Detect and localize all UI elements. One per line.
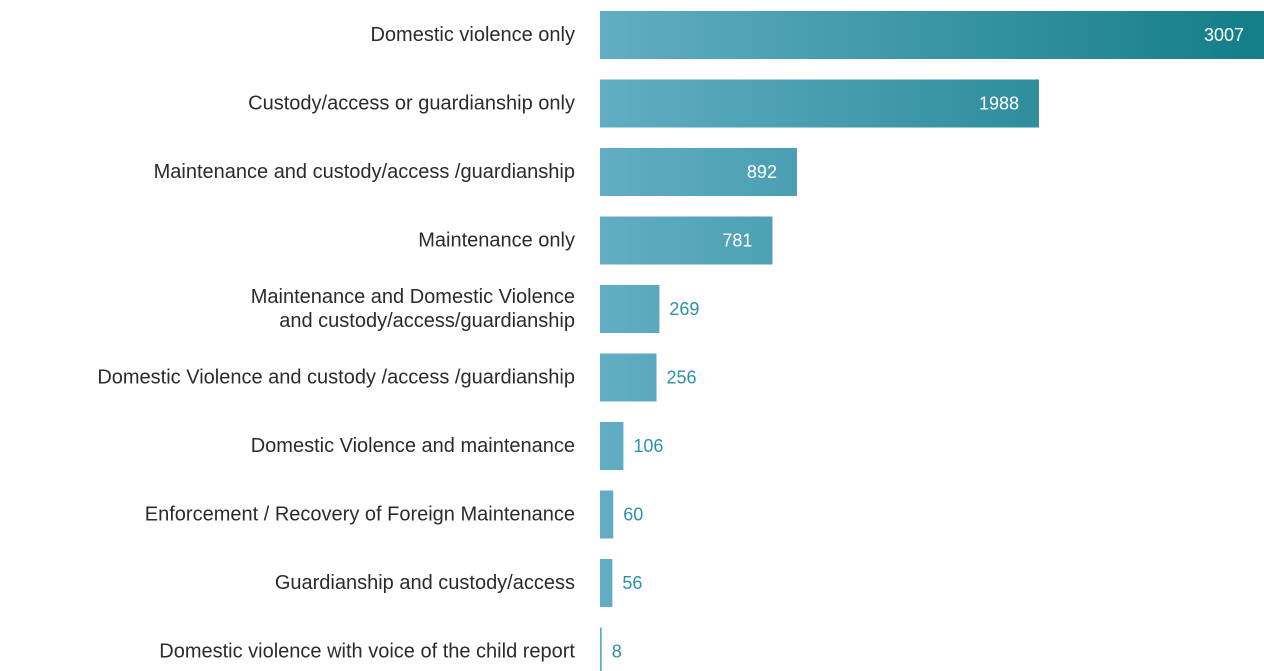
category-label: Enforcement / Recovery of Foreign Mainte… xyxy=(145,504,575,526)
category-label: Maintenance and Domestic Violence and cus… xyxy=(251,286,575,332)
bar-value-label: 781 xyxy=(722,231,752,251)
category-label-line: Custody/access or guardianship only xyxy=(248,93,575,115)
category-label: Domestic violence with voice of the chil… xyxy=(159,641,575,663)
bar xyxy=(600,422,624,470)
bar-value-label: 892 xyxy=(747,162,777,182)
category-label-line: Guardianship and custody/access xyxy=(275,572,575,594)
bar xyxy=(600,353,657,402)
category-label-line: Domestic violence with voice of the chil… xyxy=(159,641,575,663)
bar-value-label: 56 xyxy=(622,573,642,593)
bar-value-label: 3007 xyxy=(1204,25,1244,45)
category-label-line: Enforcement / Recovery of Foreign Mainte… xyxy=(145,504,575,526)
bar-value-label: 256 xyxy=(667,368,697,388)
bar xyxy=(600,216,773,265)
bar-value-label: 60 xyxy=(623,505,643,525)
bar xyxy=(600,148,797,196)
category-label: Domestic violence only xyxy=(370,24,575,46)
category-label-line: and custody/access/guardianship xyxy=(279,310,575,332)
bar xyxy=(600,11,1264,59)
category-label-line: Domestic violence only xyxy=(370,24,575,46)
bar xyxy=(600,627,602,671)
category-label-line: Domestic Violence and custody /access /g… xyxy=(97,367,575,389)
category-label: Guardianship and custody/access xyxy=(275,572,575,594)
bars xyxy=(600,11,1264,671)
category-label-line: Domestic Violence and maintenance xyxy=(251,435,575,457)
category-label-line: Maintenance only xyxy=(418,230,575,252)
bar-value-label: 106 xyxy=(633,436,663,456)
category-labels: Domestic violence only Custody/access or … xyxy=(97,24,575,663)
value-labels: 3007 1988 892 781 269 256 106 60 56 8 xyxy=(612,25,1244,662)
bar xyxy=(600,285,660,333)
category-label: Domestic Violence and custody /access /g… xyxy=(97,367,575,389)
category-label: Maintenance and custody/access /guardian… xyxy=(154,161,575,183)
category-label-line: Maintenance and Domestic Violence xyxy=(251,286,575,308)
bar xyxy=(600,79,1039,128)
bar xyxy=(600,559,613,607)
category-label: Domestic Violence and maintenance xyxy=(251,435,575,457)
bar-value-label: 8 xyxy=(612,642,622,662)
category-label: Maintenance only xyxy=(418,230,575,252)
category-label-line: Maintenance and custody/access /guardian… xyxy=(154,161,575,183)
category-label: Custody/access or guardianship only xyxy=(248,93,575,115)
bar xyxy=(600,490,614,539)
bar-value-label: 1988 xyxy=(979,94,1019,114)
bar-value-label: 269 xyxy=(669,299,699,319)
